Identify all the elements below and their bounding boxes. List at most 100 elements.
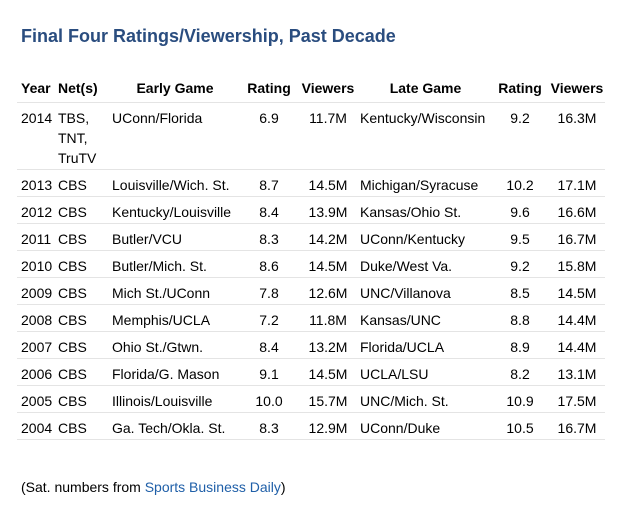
cell-early-game: Mich St./UConn [108, 277, 238, 305]
cell-late-game: UConn/Kentucky [356, 223, 491, 251]
cell-late-rating: 8.8 [491, 304, 545, 332]
cell-year: 2009 [17, 277, 54, 305]
network-name: CBS [58, 366, 87, 382]
cell-net: CBS [54, 304, 108, 332]
table-row: 2006 CBS Florida/G. Mason 9.1 14.5M UCLA/LSU 8… [17, 358, 605, 386]
cell-late-game: Kansas/UNC [356, 304, 491, 332]
cell-late-game: Kentucky/Wisconsin [356, 102, 491, 170]
network-name: TNT, [58, 130, 88, 146]
footnote-prefix: (Sat. numbers from [21, 479, 145, 495]
cell-early-game: Kentucky/Louisville [108, 196, 238, 224]
cell-net: CBS [54, 196, 108, 224]
cell-late-viewers: 13.1M [545, 358, 605, 386]
cell-late-rating: 10.5 [491, 412, 545, 440]
network-name: CBS [58, 285, 87, 301]
cell-year: 2014 [17, 102, 54, 170]
cell-late-game: UNC/Villanova [356, 277, 491, 305]
table-row: 2012 CBS Kentucky/Louisville 8.4 13.9M Kansas… [17, 196, 605, 224]
cell-late-viewers: 15.8M [545, 250, 605, 278]
table-row: 2014 TBS, TNT, TruTV UConn/Florida 6.9 11.7M Ke… [17, 102, 605, 170]
cell-early-rating: 10.0 [238, 385, 296, 413]
footnote-suffix: ) [280, 479, 286, 495]
cell-net: CBS [54, 385, 108, 413]
col-header-early-game: Early Game [108, 74, 238, 103]
table-row: 2005 CBS Illinois/Louisville 10.0 15.7M UNC/M… [17, 385, 605, 413]
cell-early-rating: 9.1 [238, 358, 296, 386]
cell-early-rating: 6.9 [238, 102, 296, 170]
cell-early-viewers: 14.5M [296, 169, 356, 197]
col-header-net: Net(s) [54, 74, 108, 103]
cell-net: CBS [54, 358, 108, 386]
cell-early-rating: 7.8 [238, 277, 296, 305]
footnote: (Sat. numbers from Sports Business Daily… [21, 479, 286, 495]
cell-late-game: Michigan/Syracuse [356, 169, 491, 197]
cell-late-viewers: 17.5M [545, 385, 605, 413]
cell-net: TBS, TNT, TruTV [54, 102, 108, 170]
sports-business-daily-link[interactable]: Sports Business Daily [144, 479, 281, 495]
cell-late-rating: 8.9 [491, 331, 545, 359]
cell-late-viewers: 16.7M [545, 223, 605, 251]
cell-late-rating: 9.5 [491, 223, 545, 251]
cell-late-game: Florida/UCLA [356, 331, 491, 359]
cell-early-rating: 8.4 [238, 331, 296, 359]
cell-late-rating: 9.6 [491, 196, 545, 224]
cell-early-viewers: 12.6M [296, 277, 356, 305]
col-header-late-game: Late Game [356, 74, 491, 103]
network-name: CBS [58, 177, 87, 193]
cell-late-rating: 8.5 [491, 277, 545, 305]
cell-late-viewers: 16.6M [545, 196, 605, 224]
cell-early-rating: 7.2 [238, 304, 296, 332]
cell-late-game: Kansas/Ohio St. [356, 196, 491, 224]
cell-early-viewers: 12.9M [296, 412, 356, 440]
cell-year: 2010 [17, 250, 54, 278]
network-name: CBS [58, 231, 87, 247]
cell-early-rating: 8.3 [238, 223, 296, 251]
cell-year: 2007 [17, 331, 54, 359]
table-row: 2009 CBS Mich St./UConn 7.8 12.6M UNC/Villano… [17, 277, 605, 305]
page-title: Final Four Ratings/Viewership, Past Deca… [21, 26, 396, 46]
cell-early-viewers: 11.7M [296, 102, 356, 170]
cell-late-viewers: 14.4M [545, 304, 605, 332]
cell-early-rating: 8.3 [238, 412, 296, 440]
table-row: 2008 CBS Memphis/UCLA 7.2 11.8M Kansas/UNC 8.8… [17, 304, 605, 332]
col-header-late-viewers: Viewers [545, 74, 605, 103]
cell-late-game: UNC/Mich. St. [356, 385, 491, 413]
cell-year: 2005 [17, 385, 54, 413]
table-row: 2010 CBS Butler/Mich. St. 8.6 14.5M Duke/West… [17, 250, 605, 278]
cell-net: CBS [54, 331, 108, 359]
cell-net: CBS [54, 250, 108, 278]
cell-early-rating: 8.7 [238, 169, 296, 197]
cell-late-viewers: 14.4M [545, 331, 605, 359]
cell-early-game: Memphis/UCLA [108, 304, 238, 332]
col-header-early-viewers: Viewers [296, 74, 356, 103]
cell-late-rating: 9.2 [491, 102, 545, 170]
cell-early-game: Butler/Mich. St. [108, 250, 238, 278]
cell-year: 2013 [17, 169, 54, 197]
network-name: CBS [58, 312, 87, 328]
network-name: TBS, [58, 110, 90, 126]
network-name: TruTV [58, 150, 97, 166]
cell-early-viewers: 14.5M [296, 358, 356, 386]
cell-year: 2011 [17, 223, 54, 251]
cell-early-viewers: 13.9M [296, 196, 356, 224]
col-header-year: Year [17, 74, 54, 103]
cell-late-game: Duke/West Va. [356, 250, 491, 278]
cell-late-viewers: 16.3M [545, 102, 605, 170]
cell-early-rating: 8.6 [238, 250, 296, 278]
network-name: CBS [58, 339, 87, 355]
table-row: 2007 CBS Ohio St./Gtwn. 8.4 13.2M Florida/UCL… [17, 331, 605, 359]
cell-early-game: Butler/VCU [108, 223, 238, 251]
cell-net: CBS [54, 169, 108, 197]
cell-early-game: Ga. Tech/Okla. St. [108, 412, 238, 440]
cell-early-viewers: 14.5M [296, 250, 356, 278]
cell-year: 2006 [17, 358, 54, 386]
cell-net: CBS [54, 277, 108, 305]
cell-late-rating: 8.2 [491, 358, 545, 386]
cell-year: 2012 [17, 196, 54, 224]
cell-early-viewers: 11.8M [296, 304, 356, 332]
cell-early-viewers: 14.2M [296, 223, 356, 251]
cell-late-viewers: 16.7M [545, 412, 605, 440]
network-name: CBS [58, 204, 87, 220]
cell-early-viewers: 13.2M [296, 331, 356, 359]
cell-late-game: UCLA/LSU [356, 358, 491, 386]
